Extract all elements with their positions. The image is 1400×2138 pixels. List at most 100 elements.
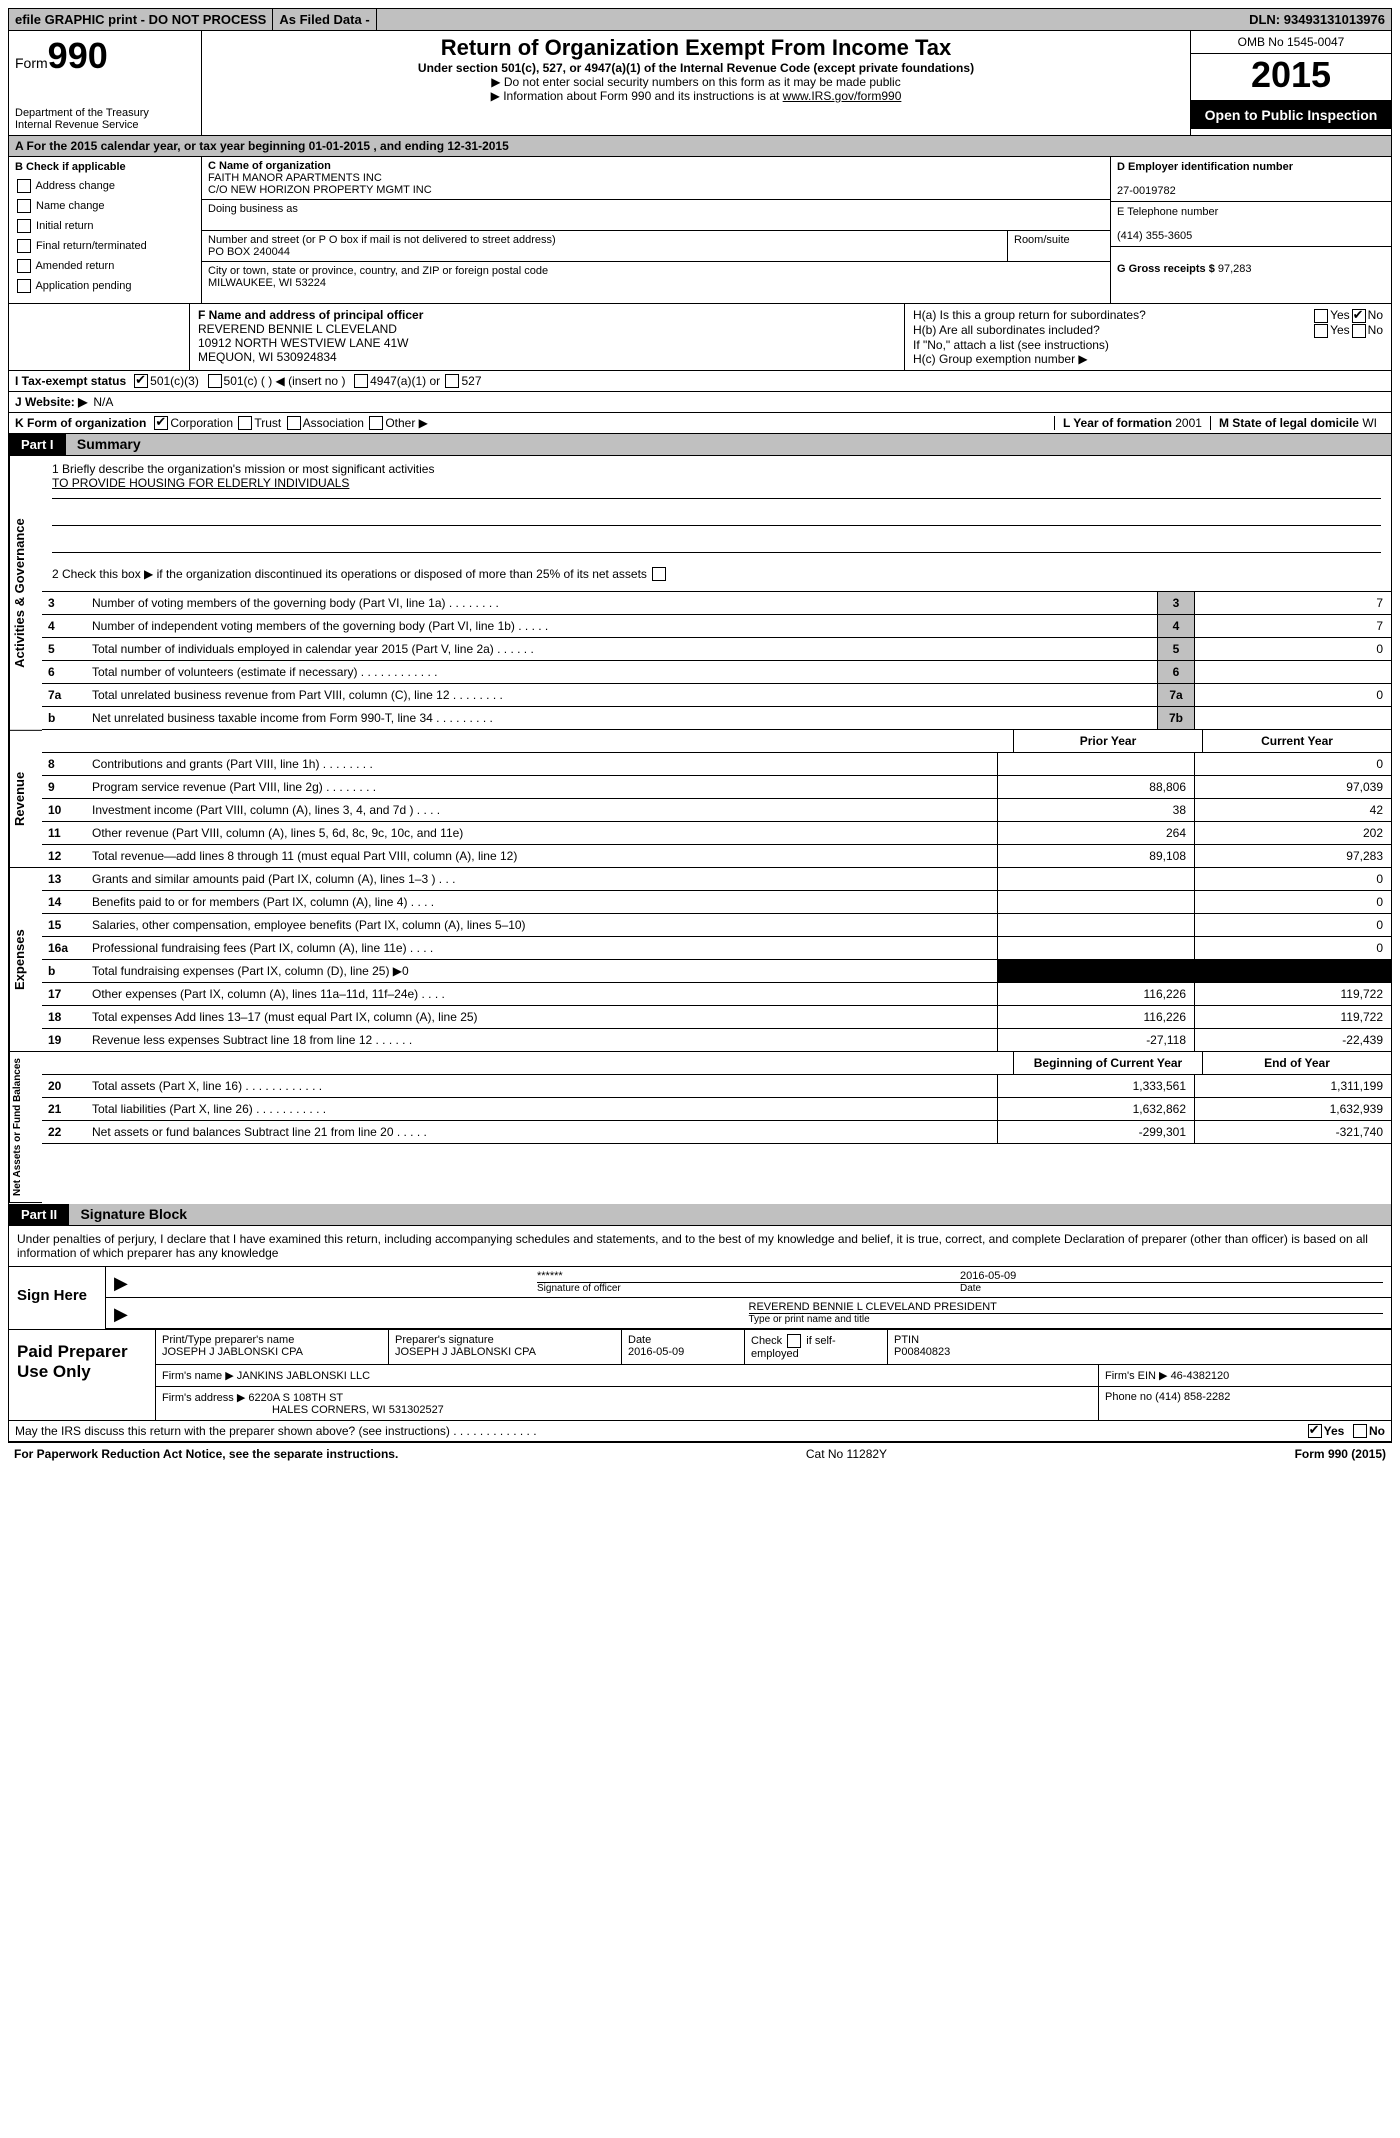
phone-row: E Telephone number (414) 355-3605 xyxy=(1111,202,1391,247)
paperwork-notice: For Paperwork Reduction Act Notice, see … xyxy=(14,1447,398,1461)
col-b-item[interactable]: Initial return xyxy=(15,219,195,233)
prep-name-label: Print/Type preparer's name xyxy=(162,1334,382,1346)
h-section: H(a) Is this a group return for subordin… xyxy=(905,304,1391,370)
row-num: 7a xyxy=(42,684,90,706)
ha-no[interactable]: No xyxy=(1350,308,1383,323)
summary-row: 5Total number of individuals employed in… xyxy=(42,638,1391,661)
dln-value: 93493131013976 xyxy=(1284,12,1385,27)
mission-q1: 1 Briefly describe the organization's mi… xyxy=(52,462,1381,476)
firm-name-label: Firm's name ▶ xyxy=(162,1370,234,1382)
black-cell xyxy=(997,960,1194,982)
summary-row: 19Revenue less expenses Subtract line 18… xyxy=(42,1029,1391,1052)
prep-date: 2016-05-09 xyxy=(628,1346,738,1358)
row-desc: Contributions and grants (Part VIII, lin… xyxy=(90,753,997,775)
part2-header: Part II xyxy=(9,1204,69,1225)
ha-yes[interactable]: Yes xyxy=(1312,308,1350,323)
row-desc: Other revenue (Part VIII, column (A), li… xyxy=(90,822,997,844)
l-label: L Year of formation xyxy=(1063,416,1172,430)
check-discontinued[interactable] xyxy=(652,567,666,581)
prior-val: 89,108 xyxy=(997,845,1194,867)
irs-link[interactable]: www.IRS.gov/form990 xyxy=(783,89,902,103)
row-desc: Total fundraising expenses (Part IX, col… xyxy=(90,960,997,982)
row-desc: Salaries, other compensation, employee b… xyxy=(90,914,997,936)
prior-val xyxy=(997,868,1194,890)
discuss-yes[interactable] xyxy=(1308,1424,1322,1438)
row-box: 3 xyxy=(1157,592,1194,614)
f-name: REVEREND BENNIE L CLEVELAND xyxy=(198,322,397,336)
org-name-1: FAITH MANOR APARTMENTS INC xyxy=(208,172,382,184)
section-bcd: B Check if applicable Address change Nam… xyxy=(9,157,1391,304)
firm-ein-label: Firm's EIN ▶ xyxy=(1105,1370,1168,1382)
irs: Internal Revenue Service xyxy=(15,119,195,131)
declaration: Under penalties of perjury, I declare th… xyxy=(9,1226,1391,1267)
row-desc: Total unrelated business revenue from Pa… xyxy=(90,684,1157,706)
part1-title: Summary xyxy=(69,436,141,452)
row-num: 6 xyxy=(42,661,90,683)
current-val: 1,311,199 xyxy=(1194,1075,1391,1097)
row-desc: Investment income (Part VIII, column (A)… xyxy=(90,799,997,821)
row-num: 3 xyxy=(42,592,90,614)
prior-val xyxy=(997,753,1194,775)
summary-row: 4Number of independent voting members of… xyxy=(42,615,1391,638)
hb-yes[interactable]: Yes xyxy=(1312,323,1350,338)
hb-no[interactable]: No xyxy=(1350,323,1383,338)
part2-title: Signature Block xyxy=(72,1206,187,1222)
f-label: F Name and address of principal officer xyxy=(198,308,423,322)
row-val: 7 xyxy=(1194,592,1391,614)
col-b-item[interactable]: Name change xyxy=(15,199,195,213)
row-desc: Revenue less expenses Subtract line 18 f… xyxy=(90,1029,997,1051)
col-end: End of Year xyxy=(1202,1052,1391,1074)
row-val xyxy=(1194,707,1391,729)
paid-preparer-block: Paid Preparer Use Only Print/Type prepar… xyxy=(9,1330,1391,1421)
tax-year: 2015 xyxy=(1191,54,1391,101)
prep-date-label: Date xyxy=(628,1334,738,1346)
current-val: 97,039 xyxy=(1194,776,1391,798)
check-corp[interactable] xyxy=(154,416,168,430)
mission-q2: 2 Check this box ▶ if the organization d… xyxy=(52,557,1381,592)
summary-row: 12Total revenue—add lines 8 through 11 (… xyxy=(42,845,1391,868)
prior-val: -27,118 xyxy=(997,1029,1194,1051)
type-name-label: Type or print name and title xyxy=(749,1313,1384,1325)
m-value: WI xyxy=(1362,416,1377,430)
discuss-text: May the IRS discuss this return with the… xyxy=(15,1424,1306,1438)
row-box: 7b xyxy=(1157,707,1194,729)
firm-phone-label: Phone no xyxy=(1105,1391,1152,1403)
check-trust[interactable] xyxy=(238,416,252,430)
note-info: ▶ Information about Form 990 and its ins… xyxy=(212,89,1180,103)
sign-here-label: Sign Here xyxy=(9,1267,106,1329)
summary-row: bNet unrelated business taxable income f… xyxy=(42,707,1391,730)
row-num: b xyxy=(42,707,90,729)
row-a: A For the 2015 calendar year, or tax yea… xyxy=(9,136,1391,157)
checkbox-icon xyxy=(17,179,31,193)
check-4947[interactable] xyxy=(354,374,368,388)
f-addr2: MEQUON, WI 530924834 xyxy=(198,350,337,364)
dln: DLN: 93493131013976 xyxy=(1243,9,1391,30)
col-b-item[interactable]: Application pending xyxy=(15,279,195,293)
check-assoc[interactable] xyxy=(287,416,301,430)
form-num: 990 xyxy=(48,35,108,76)
col-b-item[interactable]: Address change xyxy=(15,179,195,193)
line-k-label: K Form of organization xyxy=(15,416,146,430)
col-prior: Prior Year xyxy=(1013,730,1202,752)
check-501c[interactable] xyxy=(208,374,222,388)
mission-answer: TO PROVIDE HOUSING FOR ELDERLY INDIVIDUA… xyxy=(52,476,349,490)
cat-no: Cat No 11282Y xyxy=(398,1447,1294,1461)
col-b-item[interactable]: Final return/terminated xyxy=(15,239,195,253)
check-other[interactable] xyxy=(369,416,383,430)
check-self-employed[interactable] xyxy=(787,1334,801,1348)
row-num: 21 xyxy=(42,1098,90,1120)
current-val: 202 xyxy=(1194,822,1391,844)
check-501c3[interactable] xyxy=(134,374,148,388)
col-b-item[interactable]: Amended return xyxy=(15,259,195,273)
vtab-revenue: Revenue xyxy=(9,730,42,868)
activities-governance: Activities & Governance 1 Briefly descri… xyxy=(9,456,1391,731)
row-num: 18 xyxy=(42,1006,90,1028)
checkbox-icon xyxy=(17,219,31,233)
dba-row: Doing business as xyxy=(202,200,1110,231)
revenue-head: Prior Year Current Year xyxy=(42,730,1391,753)
form-container: efile GRAPHIC print - DO NOT PROCESS As … xyxy=(8,8,1392,1443)
discuss-no[interactable] xyxy=(1353,1424,1367,1438)
summary-row: 17Other expenses (Part IX, column (A), l… xyxy=(42,983,1391,1006)
check-527[interactable] xyxy=(445,374,459,388)
org-name-row: C Name of organization FAITH MANOR APART… xyxy=(202,157,1110,200)
